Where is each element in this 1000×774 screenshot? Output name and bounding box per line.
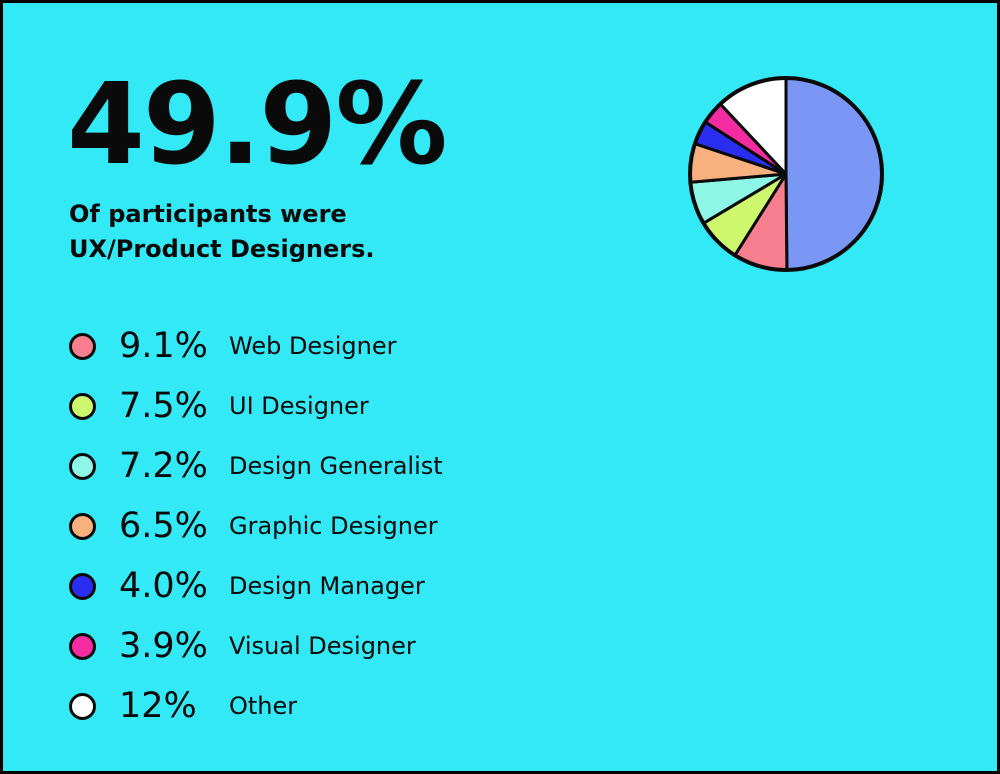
- legend-dot-icon: [69, 392, 96, 420]
- legend-label: Design Generalist: [229, 452, 443, 480]
- legend-item: 7.2% Design Generalist: [69, 436, 443, 496]
- headline-percentage: 49.9%: [67, 60, 448, 190]
- legend-percentage: 6.5%: [119, 506, 208, 546]
- pie-outline: [688, 76, 884, 272]
- legend-label: UI Designer: [229, 392, 369, 420]
- legend-percentage: 4.0%: [119, 566, 208, 606]
- legend-item: 9.1% Web Designer: [69, 316, 443, 376]
- headline-caption: Of participants were UX/Product Designer…: [69, 197, 374, 267]
- legend-item: 6.5% Graphic Designer: [69, 496, 443, 556]
- legend-dot-icon: [69, 512, 96, 540]
- chart-legend: 9.1% Web Designer 7.5% UI Designer 7.2% Desig…: [69, 316, 443, 736]
- legend-dot-icon: [69, 692, 96, 720]
- legend-label: Visual Designer: [229, 632, 416, 660]
- legend-percentage: 9.1%: [119, 326, 208, 366]
- headline-caption-line-1: Of participants were: [69, 200, 347, 228]
- legend-percentage: 12%: [119, 686, 197, 726]
- legend-percentage: 7.2%: [119, 446, 208, 486]
- legend-dot-icon: [69, 452, 96, 480]
- legend-dot-icon: [69, 572, 96, 600]
- legend-label: Design Manager: [229, 572, 425, 600]
- legend-label: Web Designer: [229, 332, 397, 360]
- pie-slice: [784, 76, 884, 272]
- legend-item: 7.5% UI Designer: [69, 376, 443, 436]
- infographic-card: 49.9% Of participants were UX/Product De…: [3, 3, 997, 771]
- legend-item: 12% Other: [69, 676, 443, 736]
- legend-label: Other: [229, 692, 298, 720]
- legend-dot-icon: [69, 632, 96, 660]
- legend-item: 3.9% Visual Designer: [69, 616, 443, 676]
- legend-dot-icon: [69, 332, 96, 360]
- legend-percentage: 7.5%: [119, 386, 208, 426]
- pie-chart: [688, 76, 884, 272]
- legend-item: 4.0% Design Manager: [69, 556, 443, 616]
- legend-percentage: 3.9%: [119, 626, 208, 666]
- legend-label: Graphic Designer: [229, 512, 438, 540]
- headline-caption-line-2: UX/Product Designers.: [69, 235, 375, 263]
